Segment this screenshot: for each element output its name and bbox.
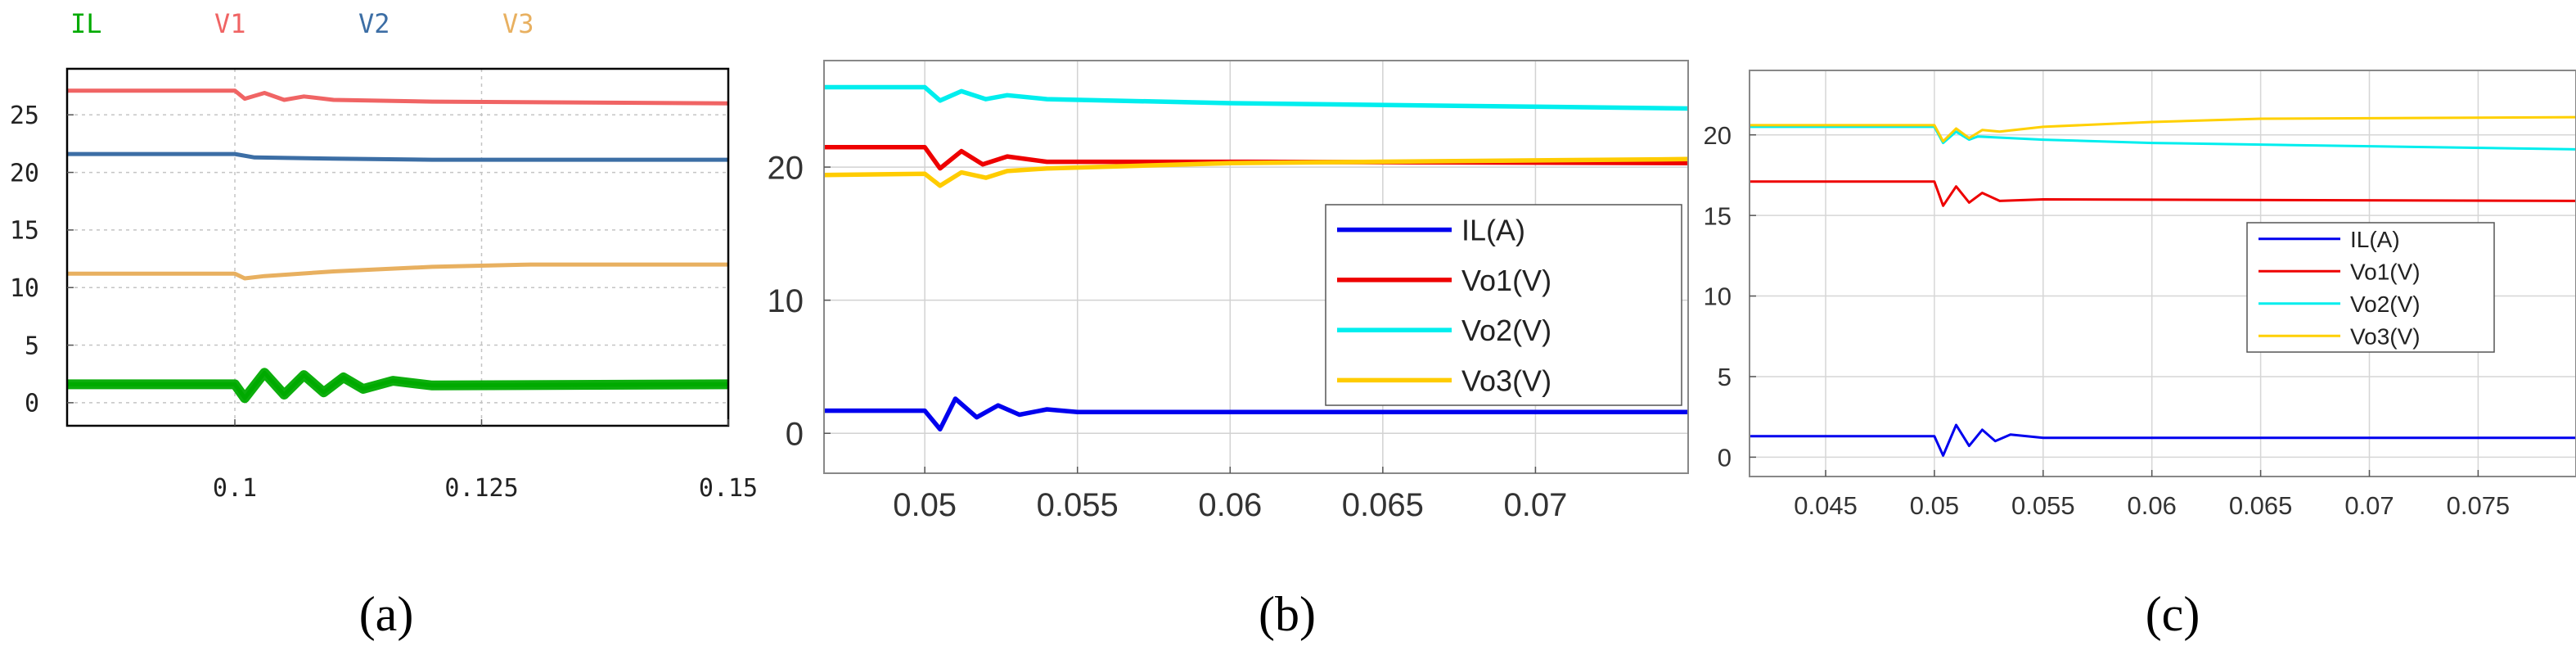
- x-tick-label: 0.1: [213, 474, 257, 503]
- x-tick-label: 0.15: [699, 474, 758, 503]
- plot-frame: [1749, 70, 2576, 477]
- series-line-v3: [67, 262, 728, 281]
- y-tick-label: 10: [10, 274, 39, 303]
- y-tick-label: 20: [768, 150, 804, 186]
- y-tick-label: 15: [10, 217, 39, 246]
- plot-frame: [65, 67, 730, 427]
- legend-label: Vo1(V): [1461, 264, 1551, 297]
- x-tick-label: 0.065: [2229, 491, 2293, 520]
- x-tick-label: 0.06: [1198, 487, 1262, 523]
- panel-label-c: (c): [2146, 587, 2200, 641]
- x-tick-label: 0.07: [1503, 487, 1567, 523]
- legend-label-il: IL: [70, 8, 102, 39]
- panel-c: 0.045 0.05 0.055 0.06 0.065 0.07 0.075 0 5 10 15 20…: [1704, 70, 2576, 520]
- plot-frame: [823, 60, 1689, 474]
- series-line-vo3v: [823, 156, 1689, 188]
- x-tick-label: 0.055: [2011, 491, 2075, 520]
- y-tick-label: 20: [1704, 121, 1732, 150]
- y-tick-label: 5: [25, 332, 39, 360]
- series-line-vo1v: [824, 144, 1689, 171]
- series-line-il: [67, 370, 729, 400]
- series-line-vo2v: [824, 84, 1689, 111]
- y-tick-label: 0: [25, 390, 39, 418]
- legend-label-v1: V1: [214, 8, 246, 39]
- legend-label: Vo2(V): [2350, 291, 2421, 317]
- legend-label: IL(A): [2350, 227, 2400, 252]
- legend-box: [1325, 204, 1682, 406]
- legend-label-v2: V2: [358, 8, 390, 39]
- legend-label: Vo2(V): [1461, 314, 1551, 347]
- legend-label: IL(A): [1461, 214, 1525, 247]
- y-tick-label: 5: [1718, 363, 1732, 391]
- x-tick-label: 0.045: [1794, 491, 1858, 520]
- legend-box: [2246, 222, 2495, 353]
- y-tick-label: 20: [10, 159, 39, 187]
- series-line-vo3v: [1750, 115, 2576, 143]
- y-tick-label: 10: [1704, 282, 1732, 311]
- x-tick-label: 0.075: [2447, 491, 2511, 520]
- x-tick-label: 0.06: [2128, 491, 2177, 520]
- y-tick-label: 0: [1718, 444, 1732, 472]
- legend-label: Vo1(V): [2350, 259, 2421, 284]
- legend-label: Vo3(V): [2350, 323, 2421, 349]
- x-tick-label: 0.07: [2344, 491, 2394, 520]
- x-tick-label: 0.125: [444, 474, 518, 503]
- y-tick-label: 0: [786, 417, 804, 453]
- panel-b: 0.05 0.055 0.06 0.065 0.07 0 10 20 IL(A) Vo1(V) Vo…: [768, 60, 1689, 523]
- panel-label-b: (b): [1259, 587, 1316, 641]
- x-tick-label: 0.05: [1910, 491, 1959, 520]
- series-line-v2: [67, 151, 728, 162]
- x-tick-label: 0.065: [1342, 487, 1424, 523]
- x-tick-label: 0.055: [1037, 487, 1119, 523]
- y-tick-label: 15: [1704, 201, 1732, 230]
- series-line-v1: [67, 88, 729, 106]
- x-tick-label: 0.05: [893, 487, 957, 523]
- series-line-ila: [1750, 423, 2576, 457]
- series-line-vo1v: [1750, 180, 2576, 207]
- panel-label-a: (a): [359, 587, 414, 641]
- y-tick-label: 25: [10, 102, 39, 130]
- panel-a: 0.1 0.125 0.15 0 5 10 15 20 25 IL V1 V2 V3: [10, 8, 758, 503]
- y-tick-label: 10: [768, 283, 804, 319]
- series-line-ila: [824, 396, 1688, 432]
- legend-label-v3: V3: [502, 8, 534, 39]
- legend-label: Vo3(V): [1461, 364, 1551, 397]
- plot-area: [67, 69, 728, 426]
